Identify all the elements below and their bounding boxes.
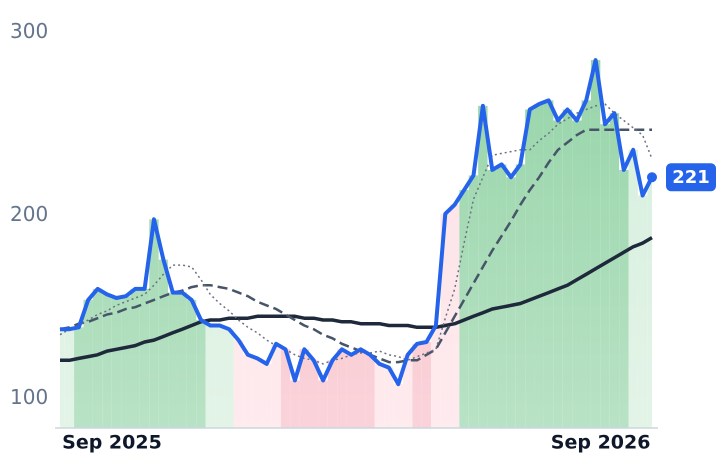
y-tick-label: 200 (10, 202, 48, 226)
series-line (60, 58, 654, 387)
value-label: 221 (672, 167, 710, 188)
last-point (647, 172, 657, 183)
y-tick-label: 100 (10, 385, 48, 409)
x-tick-label: Sep 2025 (62, 432, 162, 454)
series-line (59, 128, 652, 364)
y-tick-label: 300 (10, 19, 48, 43)
bar-fade (60, 18, 652, 428)
value-badge (666, 163, 716, 192)
x-tick-label: Sep 2026 (551, 432, 651, 454)
series-line (60, 236, 653, 363)
